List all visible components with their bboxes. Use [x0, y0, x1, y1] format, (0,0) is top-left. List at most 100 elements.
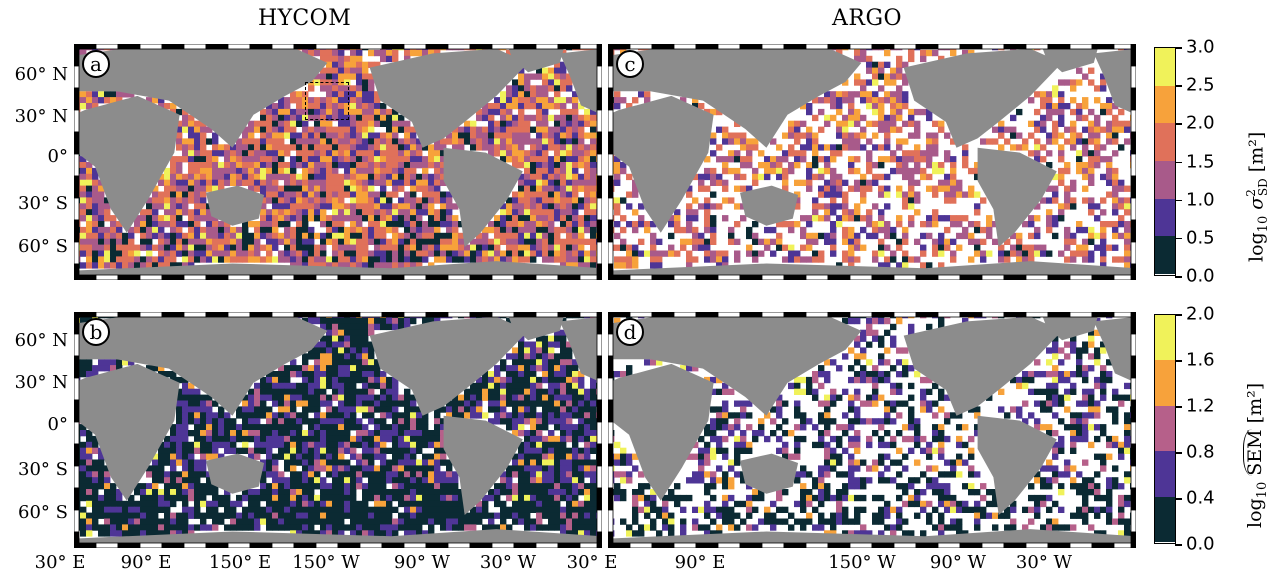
ocean-cell: [260, 471, 267, 478]
map-frame-a: [74, 44, 602, 280]
ocean-cell: [482, 103, 489, 110]
ocean-cell: [698, 244, 705, 251]
ocean-cell: [296, 459, 303, 466]
ocean-cell: [788, 144, 795, 151]
ocean-cell: [356, 441, 363, 449]
ocean-cell: [488, 400, 495, 407]
ocean-cell: [278, 215, 285, 222]
ocean-cell: [950, 256, 957, 263]
ocean-cell: [368, 156, 375, 163]
ocean-cell: [680, 226, 687, 234]
ocean-cell: [578, 215, 585, 222]
ocean-cell: [938, 185, 945, 192]
ocean-cell: [182, 382, 189, 390]
ocean-cell: [248, 156, 255, 163]
ocean-cell: [230, 167, 237, 175]
ocean-cell: [314, 215, 321, 222]
ocean-cell: [1082, 150, 1089, 157]
ocean-cell: [446, 400, 453, 407]
ocean-cell: [332, 132, 339, 139]
ocean-cell: [554, 185, 561, 192]
ocean-cell: [170, 250, 177, 257]
ocean-cell: [134, 256, 141, 263]
ocean-cell: [416, 447, 423, 454]
ocean-cell: [338, 73, 345, 80]
ocean-cell: [422, 238, 429, 245]
ocean-cell: [134, 506, 141, 513]
ocean-cell: [512, 353, 519, 360]
ocean-cell: [734, 203, 741, 210]
ocean-cell: [170, 447, 177, 454]
ocean-cell: [506, 371, 513, 378]
ocean-cell: [524, 489, 531, 496]
ocean-cell: [308, 500, 315, 508]
ocean-cell: [494, 388, 501, 395]
ocean-cell: [890, 67, 897, 74]
ocean-cell: [392, 167, 399, 175]
ocean-cell: [734, 150, 741, 157]
ocean-cell: [536, 209, 543, 216]
ocean-cell: [584, 256, 591, 263]
ocean-cell: [506, 91, 513, 98]
ocean-cell: [302, 144, 309, 151]
ocean-cell: [806, 167, 813, 175]
ocean-cell: [578, 262, 585, 269]
ocean-cell: [410, 317, 417, 325]
ocean-cell: [992, 138, 999, 145]
ocean-cell: [566, 226, 573, 234]
ocean-cell: [476, 108, 483, 116]
ocean-cell: [1052, 173, 1059, 181]
ocean-cell: [554, 61, 561, 68]
ocean-cell: [260, 203, 267, 210]
ocean-cell: [548, 388, 555, 395]
ocean-cell: [530, 256, 537, 263]
ocean-cell: [338, 91, 345, 98]
ocean-cell: [542, 376, 549, 384]
ocean-cell: [332, 477, 339, 484]
ocean-cell: [284, 512, 291, 519]
ocean-cell: [530, 126, 537, 133]
ocean-cell: [524, 441, 531, 449]
ocean-cell: [386, 108, 393, 116]
ocean-cell: [452, 226, 459, 234]
ocean-cell: [518, 215, 525, 222]
ocean-cell: [536, 483, 543, 490]
ocean-cell: [362, 250, 369, 257]
ocean-cell: [368, 441, 375, 449]
ocean-cell: [830, 238, 837, 245]
ocean-cell: [1112, 197, 1119, 204]
ocean-cell: [332, 382, 339, 390]
ocean-cell: [572, 453, 579, 460]
ocean-cell: [422, 162, 429, 169]
ocean-cell: [770, 238, 777, 245]
ocean-cell: [506, 49, 513, 57]
ocean-cell: [788, 167, 795, 175]
ocean-cell: [308, 262, 315, 269]
ocean-cell: [560, 197, 567, 204]
ocean-cell: [560, 138, 567, 145]
ocean-cell: [566, 471, 573, 478]
ocean-cell: [230, 162, 237, 169]
ocean-cell: [1034, 244, 1041, 251]
ocean-cell: [326, 126, 333, 133]
ocean-cell: [470, 406, 477, 413]
ocean-cell: [344, 412, 351, 419]
ocean-cell: [554, 400, 561, 407]
ocean-cell: [470, 388, 477, 395]
ocean-cell: [584, 185, 591, 192]
ocean-cell: [896, 144, 903, 151]
ocean-cell: [110, 489, 117, 496]
ocean-cell: [824, 191, 831, 198]
ocean-cell: [158, 477, 165, 484]
ocean-cell: [542, 453, 549, 460]
ocean-cell: [188, 441, 195, 449]
ocean-cell: [584, 167, 591, 175]
ocean-cell: [452, 500, 459, 508]
ocean-cell: [278, 424, 285, 431]
ocean-cell: [326, 489, 333, 496]
ocean-cell: [1088, 179, 1095, 186]
ocean-cell: [536, 238, 543, 245]
ocean-cell: [278, 103, 285, 110]
ocean-cell: [536, 108, 543, 116]
ocean-cell: [1088, 67, 1095, 74]
